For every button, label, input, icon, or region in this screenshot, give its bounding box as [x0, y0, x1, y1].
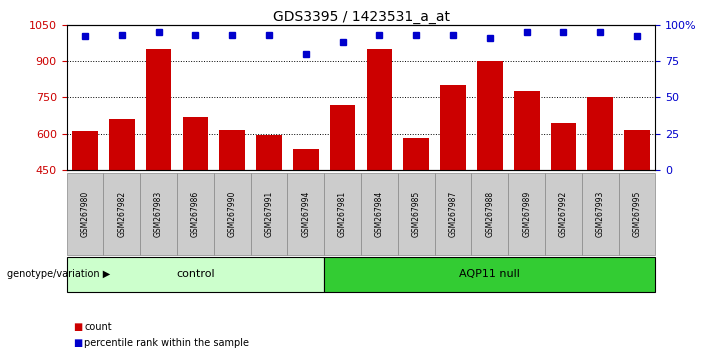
Text: percentile rank within the sample: percentile rank within the sample	[84, 338, 249, 348]
Text: GSM267982: GSM267982	[117, 191, 126, 237]
Bar	[477, 61, 503, 279]
Bar	[214, 173, 251, 255]
Bar	[545, 173, 582, 255]
Text: GSM267983: GSM267983	[154, 191, 163, 237]
Text: GSM267995: GSM267995	[632, 191, 641, 238]
Text: GSM267984: GSM267984	[375, 191, 384, 237]
Bar	[550, 123, 576, 279]
Text: ■: ■	[74, 322, 83, 332]
Text: GSM267981: GSM267981	[338, 191, 347, 237]
Bar	[324, 257, 655, 292]
Bar	[367, 49, 393, 279]
Text: GSM267992: GSM267992	[559, 191, 568, 237]
Bar	[440, 85, 466, 279]
Title: GDS3395 / 1423531_a_at: GDS3395 / 1423531_a_at	[273, 10, 449, 24]
Bar	[435, 173, 471, 255]
Text: count: count	[84, 322, 111, 332]
Text: ■: ■	[74, 338, 83, 348]
Text: GSM267986: GSM267986	[191, 191, 200, 237]
Bar	[471, 173, 508, 255]
Bar	[619, 173, 655, 255]
Bar	[104, 173, 140, 255]
Text: control: control	[176, 269, 215, 279]
Bar	[182, 117, 208, 279]
Bar	[67, 257, 324, 292]
Bar	[329, 104, 355, 279]
Text: GSM267987: GSM267987	[449, 191, 458, 237]
Text: AQP11 null: AQP11 null	[459, 269, 520, 279]
Text: GSM267980: GSM267980	[81, 191, 90, 237]
Text: genotype/variation ▶: genotype/variation ▶	[7, 269, 110, 279]
Text: GSM267991: GSM267991	[264, 191, 273, 237]
Text: GSM267993: GSM267993	[596, 191, 605, 238]
Bar	[361, 173, 398, 255]
Bar	[514, 91, 540, 279]
Bar	[398, 173, 435, 255]
Bar	[403, 138, 429, 279]
Bar	[219, 130, 245, 279]
Bar	[287, 173, 325, 255]
Bar	[67, 173, 104, 255]
Text: GSM267990: GSM267990	[228, 191, 237, 238]
Bar	[582, 173, 619, 255]
Bar	[251, 173, 287, 255]
Text: GSM267985: GSM267985	[411, 191, 421, 237]
Text: GSM267988: GSM267988	[485, 191, 494, 237]
Bar	[109, 119, 135, 279]
Bar	[256, 135, 282, 279]
Text: GSM267994: GSM267994	[301, 191, 311, 238]
Bar	[508, 173, 545, 255]
Text: GSM267989: GSM267989	[522, 191, 531, 237]
Bar	[587, 97, 613, 279]
Bar	[624, 130, 650, 279]
Bar	[324, 173, 361, 255]
Bar	[140, 173, 177, 255]
Bar	[146, 49, 172, 279]
Bar	[72, 131, 98, 279]
Bar	[293, 149, 319, 279]
Bar	[177, 173, 214, 255]
